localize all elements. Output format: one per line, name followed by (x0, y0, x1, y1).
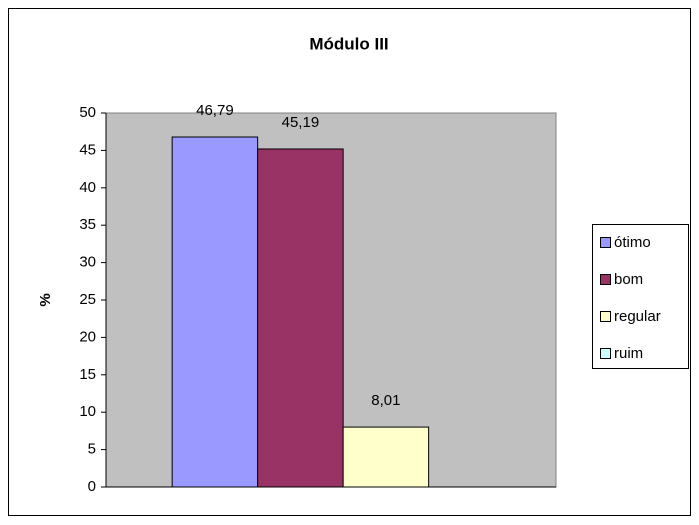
bar (342, 426, 430, 488)
y-tick-label: 10 (79, 403, 96, 420)
y-tick-label: 0 (88, 478, 96, 495)
legend-label: ruim (614, 345, 643, 362)
y-tick-label: 30 (79, 254, 96, 271)
legend-label: bom (614, 271, 643, 288)
legend-swatch (600, 348, 611, 359)
value-label: 45,19 (282, 114, 320, 131)
y-tick-label: 15 (79, 366, 96, 383)
y-axis-label: % (37, 293, 54, 306)
legend-label: ótimo (614, 234, 651, 251)
legend-label: regular (614, 308, 661, 325)
bar (171, 136, 259, 488)
chart-title: Módulo III (309, 34, 388, 53)
y-tick-label: 50 (79, 104, 96, 121)
y-tick-label: 20 (79, 328, 96, 345)
y-tick-label: 35 (79, 216, 96, 233)
legend-swatch (600, 274, 611, 285)
y-tick-label: 5 (88, 441, 96, 458)
y-tick-label: 45 (79, 141, 96, 158)
bar (257, 148, 344, 488)
legend (592, 224, 689, 369)
value-label: 8,01 (371, 392, 400, 409)
value-label: 46,79 (196, 102, 234, 119)
y-tick-label: 25 (79, 291, 96, 308)
legend-swatch (600, 311, 611, 322)
y-tick-label: 40 (79, 179, 96, 196)
legend-swatch (600, 237, 611, 248)
